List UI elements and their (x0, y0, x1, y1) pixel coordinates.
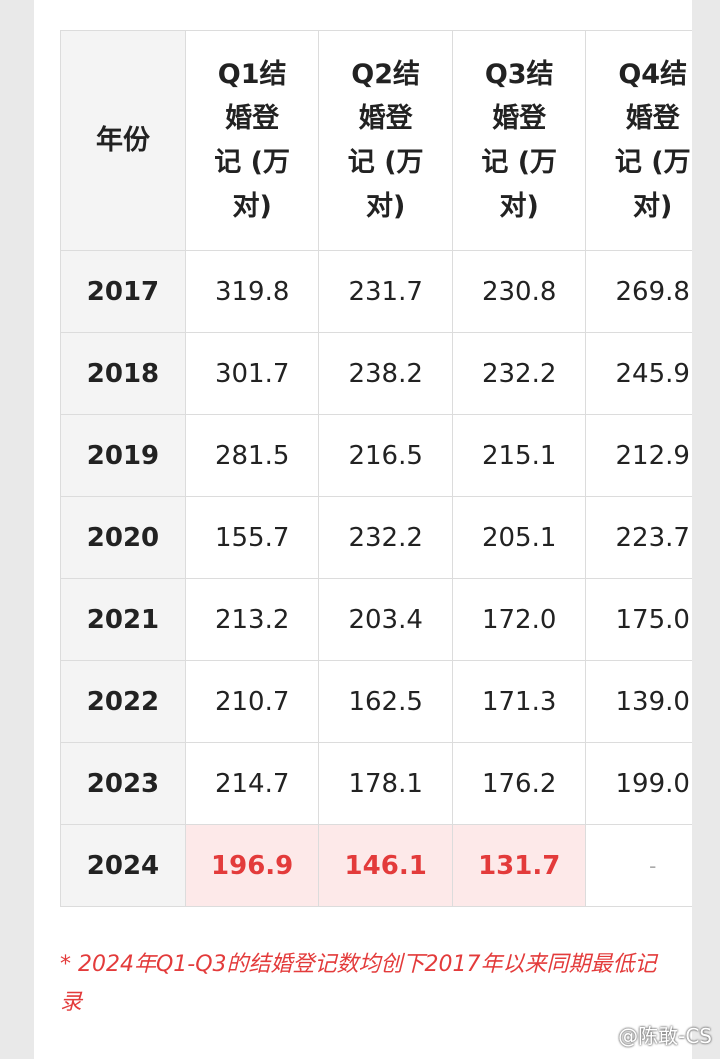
header-line: Q4结 (618, 58, 688, 90)
header-line: 婚登 (492, 102, 547, 134)
row-year: 2021 (60, 578, 186, 661)
cell-q1: 210.7 (184, 660, 320, 743)
header-line: 婚登 (358, 102, 413, 134)
header-q1: Q1结 婚登 记 (万 对) (184, 30, 320, 251)
table-row: 2023 214.7 178.1 176.2 199.0 (60, 742, 692, 825)
cell-q1: 155.7 (184, 496, 320, 579)
cell-q3: 232.2 (451, 332, 587, 415)
cell-q4: 199.0 (585, 742, 692, 825)
header-line: 记 (万 (214, 146, 291, 178)
row-year: 2017 (60, 250, 186, 333)
article-card: 年份 Q1结 婚登 记 (万 对) Q2结 婚登 记 (万 对) (34, 0, 692, 1059)
header-line: 记 (万 (481, 146, 558, 178)
header-line: Q3结 (484, 58, 554, 90)
watermark: @陈敢-CS (588, 1020, 712, 1049)
cell-q3-highlight: 131.7 (451, 824, 587, 907)
table-row: 2017 319.8 231.7 230.8 269.8 (60, 250, 692, 333)
cell-q2: 232.2 (318, 496, 453, 579)
cell-q1: 281.5 (184, 414, 320, 497)
cell-q1: 301.7 (184, 332, 320, 415)
header-line: 对) (499, 190, 539, 222)
footnote: * 2024年Q1-Q3的结婚登记数均创下2017年以来同期最低记录 (60, 952, 657, 1015)
table-header-row: 年份 Q1结 婚登 记 (万 对) Q2结 婚登 记 (万 对) (60, 30, 692, 251)
row-year: 2018 (60, 332, 186, 415)
header-line: 对) (232, 190, 272, 222)
cell-q4: 175.0 (585, 578, 692, 661)
table-row: 2021 213.2 203.4 172.0 175.0 (60, 578, 692, 661)
header-line: 对) (366, 190, 406, 222)
cell-q3: 171.3 (451, 660, 587, 743)
weibo-icon (589, 1026, 612, 1044)
header-line: 对) (633, 190, 673, 222)
cell-q3: 172.0 (451, 578, 587, 661)
header-q4: Q4结 婚登 记 (万 对) (585, 30, 692, 251)
header-line: 记 (万 (347, 146, 424, 178)
cell-q3: 205.1 (451, 496, 587, 579)
cell-q3: 215.1 (451, 414, 587, 497)
header-q3: Q3结 婚登 记 (万 对) (451, 30, 587, 251)
header-year-label: 年份 (95, 124, 150, 156)
cell-q2: 203.4 (318, 578, 453, 661)
cell-q1: 319.8 (184, 250, 320, 333)
cell-q2: 162.5 (318, 660, 453, 743)
header-line: Q2结 (351, 58, 421, 90)
cell-q4: 245.9 (585, 332, 692, 415)
table-row-highlighted: 2024 196.9 146.1 131.7 - (60, 824, 692, 907)
cell-q4-empty: - (585, 824, 692, 907)
cell-q1-highlight: 196.9 (184, 824, 320, 907)
header-line: 婚登 (625, 102, 680, 134)
cell-q4: 212.9 (585, 414, 692, 497)
row-year: 2020 (60, 496, 186, 579)
row-year: 2023 (60, 742, 186, 825)
cell-q2: 231.7 (318, 250, 453, 333)
row-year: 2024 (60, 824, 186, 907)
marriage-table-container[interactable]: 年份 Q1结 婚登 记 (万 对) Q2结 婚登 记 (万 对) (60, 30, 692, 907)
cell-q2: 238.2 (318, 332, 453, 415)
cell-q1: 213.2 (184, 578, 320, 661)
header-q2: Q2结 婚登 记 (万 对) (318, 30, 453, 251)
row-year: 2022 (60, 660, 186, 743)
table-row: 2018 301.7 238.2 232.2 245.9 (60, 332, 692, 415)
cell-q4: 223.7 (585, 496, 692, 579)
cell-q3: 230.8 (451, 250, 587, 333)
cell-q1: 214.7 (184, 742, 320, 825)
cell-q3: 176.2 (451, 742, 587, 825)
table-row: 2022 210.7 162.5 171.3 139.0 (60, 660, 692, 743)
header-line: 记 (万 (614, 146, 691, 178)
table-row: 2019 281.5 216.5 215.1 212.9 (60, 414, 692, 497)
row-year: 2019 (60, 414, 186, 497)
cell-q2-highlight: 146.1 (318, 824, 453, 907)
cell-q4: 139.0 (585, 660, 692, 743)
header-line: 婚登 (225, 102, 280, 134)
cell-q4: 269.8 (585, 250, 692, 333)
header-line: Q1结 (217, 58, 287, 90)
table-row: 2020 155.7 232.2 205.1 223.7 (60, 496, 692, 579)
cell-q2: 178.1 (318, 742, 453, 825)
marriage-registration-table: 年份 Q1结 婚登 记 (万 对) Q2结 婚登 记 (万 对) (60, 30, 692, 907)
header-year: 年份 (60, 30, 186, 251)
cell-q2: 216.5 (318, 414, 453, 497)
watermark-text: @陈敢-CS (618, 1024, 712, 1048)
